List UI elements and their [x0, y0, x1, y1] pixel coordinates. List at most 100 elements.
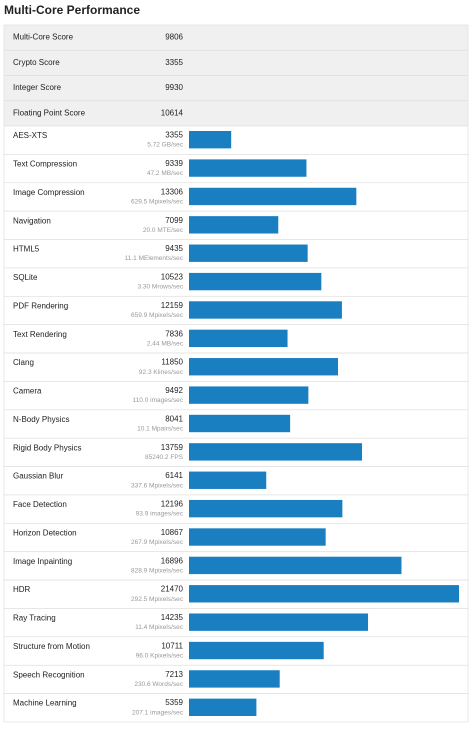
benchmark-name: Structure from Motion	[13, 642, 90, 651]
benchmark-rate: 20.0 MTE/sec	[143, 227, 184, 234]
score-bar	[189, 244, 308, 262]
benchmark-rate: 10.1 Mpairs/sec	[137, 426, 184, 433]
benchmark-name: Gaussian Blur	[13, 472, 64, 481]
score-bar	[189, 272, 322, 291]
score-bar	[189, 670, 280, 688]
benchmark-name: HDR	[13, 585, 31, 594]
benchmark-name: SQLite	[13, 273, 38, 282]
benchmark-row	[3, 324, 469, 354]
benchmark-score: 5359	[165, 698, 183, 707]
score-bar	[189, 301, 342, 319]
score-bar	[189, 613, 369, 631]
score-bar	[189, 499, 343, 518]
benchmark-score: 6141	[165, 471, 183, 480]
benchmark-score: 14235	[161, 613, 184, 622]
benchmark-rate: 96.0 Kpixels/sec	[136, 653, 184, 660]
summary-row	[3, 24, 469, 51]
benchmark-rate: 629.5 Mpixels/sec	[131, 198, 184, 205]
summary-label: Multi-Core Score	[13, 33, 74, 42]
benchmark-rate: 93.9 images/sec	[136, 511, 184, 518]
benchmark-name: Image Inpainting	[13, 557, 72, 566]
score-bar	[189, 358, 339, 376]
benchmark-score: 16896	[161, 556, 184, 565]
score-bar	[189, 386, 309, 404]
benchmark-score: 10867	[161, 528, 184, 537]
benchmark-score: 9435	[165, 244, 183, 253]
benchmark-score: 12159	[161, 301, 184, 310]
benchmark-name: PDF Rendering	[13, 301, 68, 310]
score-bar	[189, 329, 288, 348]
benchmark-score: 9339	[165, 159, 183, 168]
summary-score: 9930	[165, 83, 183, 92]
benchmark-name: Machine Learning	[13, 699, 77, 708]
benchmark-name: Image Compression	[13, 188, 85, 197]
score-bar	[189, 216, 279, 234]
benchmark-rate: 659.9 Mpixels/sec	[131, 312, 184, 319]
benchmark-score: 21470	[161, 585, 184, 594]
benchmark-score: 3355	[165, 131, 183, 140]
summary-label: Integer Score	[13, 83, 62, 92]
benchmark-rate: 110.0 images/sec	[133, 397, 184, 404]
benchmark-rate: 92.3 Klines/sec	[139, 369, 184, 376]
benchmark-score: 8041	[165, 414, 183, 423]
summary-score: 10614	[161, 108, 184, 117]
benchmark-name: HTML5	[13, 245, 40, 254]
summary-label: Floating Point Score	[13, 108, 86, 117]
benchmark-rate: 828.9 Mpixels/sec	[131, 567, 184, 574]
benchmark-name: AES-XTS	[13, 131, 47, 140]
benchmark-rate: 207.1 images/sec	[132, 709, 184, 716]
benchmark-name: Camera	[13, 387, 42, 396]
benchmark-rate: 3.30 Mrows/sec	[137, 284, 183, 291]
benchmark-rate: 267.9 Mpixels/sec	[131, 539, 184, 546]
benchmark-name: Navigation	[13, 216, 51, 225]
benchmark-rate: 85240.2 FPS	[145, 454, 184, 461]
benchmark-row	[3, 494, 469, 524]
benchmark-rate: 337.6 Mpixels/sec	[131, 482, 184, 489]
benchmark-score: 9492	[165, 386, 183, 395]
benchmark-name: Clang	[13, 358, 34, 367]
benchmark-name: Rigid Body Physics	[13, 443, 81, 452]
score-bar	[189, 585, 459, 603]
benchmark-score: 13306	[161, 187, 184, 196]
score-bar	[189, 187, 357, 206]
benchmark-score: 7099	[165, 216, 183, 225]
benchmark-name: Face Detection	[13, 500, 67, 509]
score-bar	[189, 528, 326, 546]
benchmark-name: Ray Tracing	[13, 614, 56, 623]
summary-label: Crypto Score	[13, 58, 60, 67]
summary-row	[3, 75, 469, 102]
benchmark-name: Text Compression	[13, 159, 77, 168]
score-bar	[189, 131, 232, 149]
benchmark-name: Horizon Detection	[13, 528, 77, 537]
benchmark-rate: 2.44 MB/sec	[147, 340, 184, 347]
benchmark-rate: 5.72 GB/sec	[147, 142, 184, 149]
benchmark-rate: 11.1 MElements/sec	[125, 255, 184, 262]
benchmark-score: 13759	[161, 443, 184, 452]
score-bar	[189, 471, 267, 489]
benchmark-score: 7836	[165, 329, 183, 338]
benchmark-rate: 230.6 Words/sec	[134, 681, 183, 688]
score-bar	[189, 414, 291, 433]
benchmark-name: Speech Recognition	[13, 670, 85, 679]
page-title: Multi-Core Performance	[4, 3, 140, 17]
benchmark-score: 10523	[161, 273, 184, 282]
benchmark-rate: 11.4 Mpixels/sec	[135, 624, 184, 631]
benchmark-score: 12196	[161, 500, 184, 509]
score-bar	[189, 443, 363, 461]
summary-row	[3, 49, 469, 76]
score-bar	[189, 556, 402, 575]
benchmark-name: N-Body Physics	[13, 415, 69, 424]
summary-score: 9806	[165, 33, 183, 42]
score-bar	[189, 698, 257, 716]
benchmark-row	[3, 125, 469, 155]
summary-score: 3355	[165, 58, 183, 67]
benchmark-score: 11850	[161, 358, 183, 367]
benchmark-rate: 47.2 MB/sec	[147, 170, 184, 177]
benchmark-name: Text Rendering	[13, 330, 67, 339]
benchmark-score: 10711	[161, 641, 183, 650]
benchmark-score: 7213	[165, 670, 183, 679]
summary-row	[3, 100, 469, 127]
benchmark-rate: 292.5 Mpixels/sec	[131, 596, 184, 603]
score-bar	[189, 159, 307, 177]
